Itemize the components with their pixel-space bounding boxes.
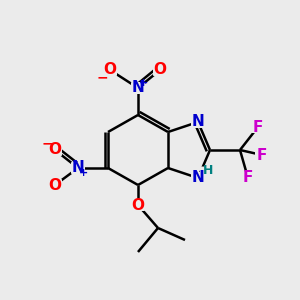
FancyBboxPatch shape bbox=[48, 179, 62, 191]
Text: N: N bbox=[72, 160, 84, 175]
Text: F: F bbox=[243, 170, 253, 185]
Text: F: F bbox=[257, 148, 267, 163]
FancyBboxPatch shape bbox=[200, 167, 212, 178]
FancyBboxPatch shape bbox=[103, 64, 117, 76]
Text: +: + bbox=[78, 168, 88, 178]
Text: −: − bbox=[96, 70, 108, 84]
Text: +: + bbox=[138, 78, 148, 88]
Text: O: O bbox=[131, 197, 145, 212]
Text: O: O bbox=[154, 62, 166, 77]
Text: N: N bbox=[192, 115, 204, 130]
Text: N: N bbox=[192, 170, 204, 185]
Text: O: O bbox=[103, 62, 116, 77]
FancyBboxPatch shape bbox=[131, 82, 145, 94]
Text: O: O bbox=[49, 142, 62, 158]
Text: −: − bbox=[41, 136, 53, 150]
FancyBboxPatch shape bbox=[131, 199, 145, 211]
FancyBboxPatch shape bbox=[255, 149, 269, 161]
FancyBboxPatch shape bbox=[191, 116, 205, 128]
FancyBboxPatch shape bbox=[251, 121, 265, 133]
FancyBboxPatch shape bbox=[153, 64, 167, 76]
FancyBboxPatch shape bbox=[71, 162, 85, 174]
Text: N: N bbox=[132, 80, 144, 95]
FancyBboxPatch shape bbox=[48, 144, 62, 156]
Text: O: O bbox=[49, 178, 62, 193]
FancyBboxPatch shape bbox=[241, 172, 255, 184]
FancyBboxPatch shape bbox=[191, 172, 205, 184]
Text: F: F bbox=[253, 119, 263, 134]
Text: H: H bbox=[203, 164, 213, 176]
